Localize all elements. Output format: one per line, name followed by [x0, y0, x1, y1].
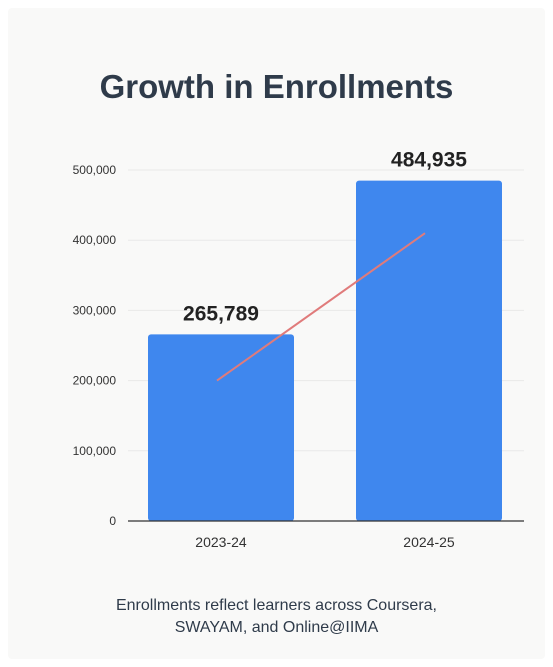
chart-title: Growth in Enrollments [99, 68, 454, 105]
caption-line-2: SWAYAM, and Online@IIMA [174, 619, 379, 636]
data-label: 484,935 [391, 149, 467, 172]
y-tick-label: 500,000 [73, 163, 117, 177]
x-tick-label: 2024-25 [403, 534, 455, 550]
bar [356, 180, 502, 521]
y-tick-label: 100,000 [73, 444, 117, 458]
caption-line-1: Enrollments reflect learners across Cour… [115, 597, 437, 614]
y-tick-label: 300,000 [73, 303, 117, 317]
y-tick-label: 200,000 [73, 374, 117, 388]
trend-line [216, 232, 426, 382]
y-tick-label: 0 [109, 514, 116, 528]
y-tick-label: 400,000 [73, 233, 117, 247]
bar [148, 334, 294, 521]
x-tick-label: 2023-24 [195, 534, 247, 550]
data-label: 265,789 [183, 302, 259, 325]
chart-caption: Enrollments reflect learners across Cour… [0, 595, 553, 639]
